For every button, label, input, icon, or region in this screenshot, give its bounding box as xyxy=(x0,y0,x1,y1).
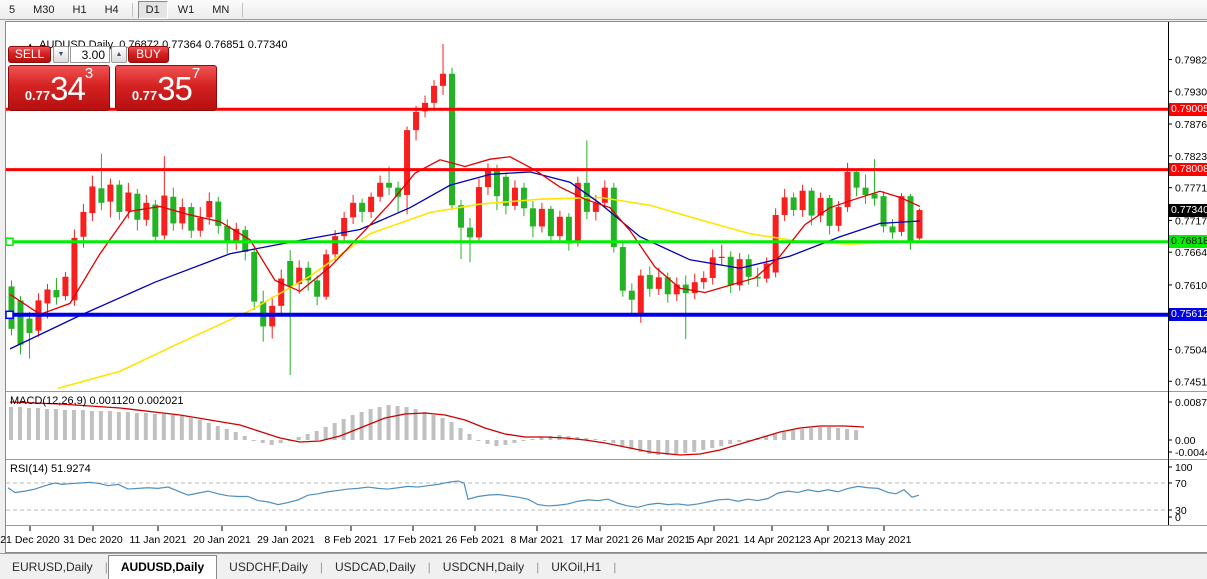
ask-price-pip: 7 xyxy=(191,65,201,82)
tab-separator: | xyxy=(319,560,323,574)
timeframe-button-h4[interactable]: H4 xyxy=(104,3,119,16)
level-price-tag: 0.79005 xyxy=(1169,102,1207,116)
volume-increase-button[interactable]: ▲ xyxy=(111,46,127,63)
tab-separator: | xyxy=(536,560,540,574)
bid-price-pip: 3 xyxy=(84,65,94,82)
macd-indicator-label: MACD(12,26,9) 0.001120 0.002021 xyxy=(10,395,184,407)
toolbar-separator xyxy=(242,2,244,17)
bid-price-prefix: 0.77 xyxy=(24,88,51,103)
current-price-tag: 0.77340 xyxy=(1169,203,1207,217)
tab-separator: | xyxy=(104,560,108,574)
chart-tab-usdcnh[interactable]: USDCNH,Daily xyxy=(442,560,525,574)
toolbar-separator xyxy=(131,2,133,17)
chart-tab-ukoil[interactable]: UKOil,H1 xyxy=(551,560,602,574)
volume-input[interactable]: 3.00 xyxy=(70,46,110,63)
chart-tab-audusd[interactable]: AUDUSD,Daily xyxy=(107,555,218,579)
chart-tab-eurusd[interactable]: EURUSD,Daily xyxy=(12,560,93,574)
timeframe-button-5[interactable]: 5 xyxy=(9,3,16,16)
chart-title: ▲AUDUSD,Daily 0.76872 0.77364 0.76851 0.… xyxy=(14,27,287,63)
timeframe-button-mn[interactable]: MN xyxy=(212,3,230,16)
tab-separator: | xyxy=(613,560,617,574)
level-price-tag: 0.75612 xyxy=(1169,308,1207,322)
volume-decrease-button[interactable]: ▼ xyxy=(53,46,69,63)
chevron-down-icon: ▼ xyxy=(57,51,65,58)
rsi-indicator-label: RSI(14) 51.9274 xyxy=(10,463,91,475)
ask-price-prefix: 0.77 xyxy=(131,88,158,103)
timeframe-toolbar: 5 M30 H1 H4 D1 W1 MN xyxy=(0,0,1207,20)
chart-tab-usdchf[interactable]: USDCHF,Daily xyxy=(229,560,308,574)
ask-price-big: 35 xyxy=(157,70,193,107)
timeframe-button-d1[interactable]: D1 xyxy=(137,0,168,19)
sell-price-button[interactable]: 0.77343 xyxy=(8,65,110,111)
tab-separator: | xyxy=(427,560,431,574)
collapse-triangle-icon[interactable]: ▲ xyxy=(26,41,34,50)
timeframe-button-m30[interactable]: M30 xyxy=(33,3,55,16)
sell-button[interactable]: SELL xyxy=(8,46,51,63)
chart-tab-usdcad[interactable]: USDCAD,Daily xyxy=(334,560,416,574)
timeframe-button-w1[interactable]: W1 xyxy=(177,3,195,16)
timeframe-button-h1[interactable]: H1 xyxy=(72,3,87,16)
buy-button[interactable]: BUY xyxy=(128,46,169,63)
chevron-up-icon: ▲ xyxy=(115,51,123,58)
buy-price-button[interactable]: 0.77357 xyxy=(115,65,217,111)
bid-price-big: 34 xyxy=(50,70,86,107)
symbol-tab-bar: EURUSD,Daily | AUDUSD,Daily USDCHF,Daily | US… xyxy=(0,553,1207,579)
level-price-tag: 0.76818 xyxy=(1169,235,1207,249)
level-price-tag: 0.78008 xyxy=(1169,163,1207,177)
